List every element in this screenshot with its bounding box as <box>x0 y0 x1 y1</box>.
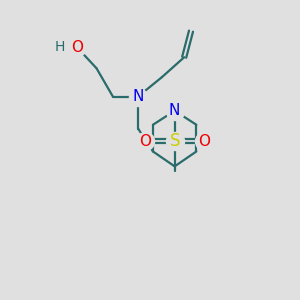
Text: N: N <box>132 89 144 104</box>
Text: S: S <box>169 132 180 150</box>
Text: N: N <box>169 103 180 118</box>
Text: O: O <box>139 134 151 148</box>
Text: H: H <box>54 40 64 55</box>
Text: O: O <box>71 40 83 55</box>
Text: O: O <box>198 134 210 148</box>
